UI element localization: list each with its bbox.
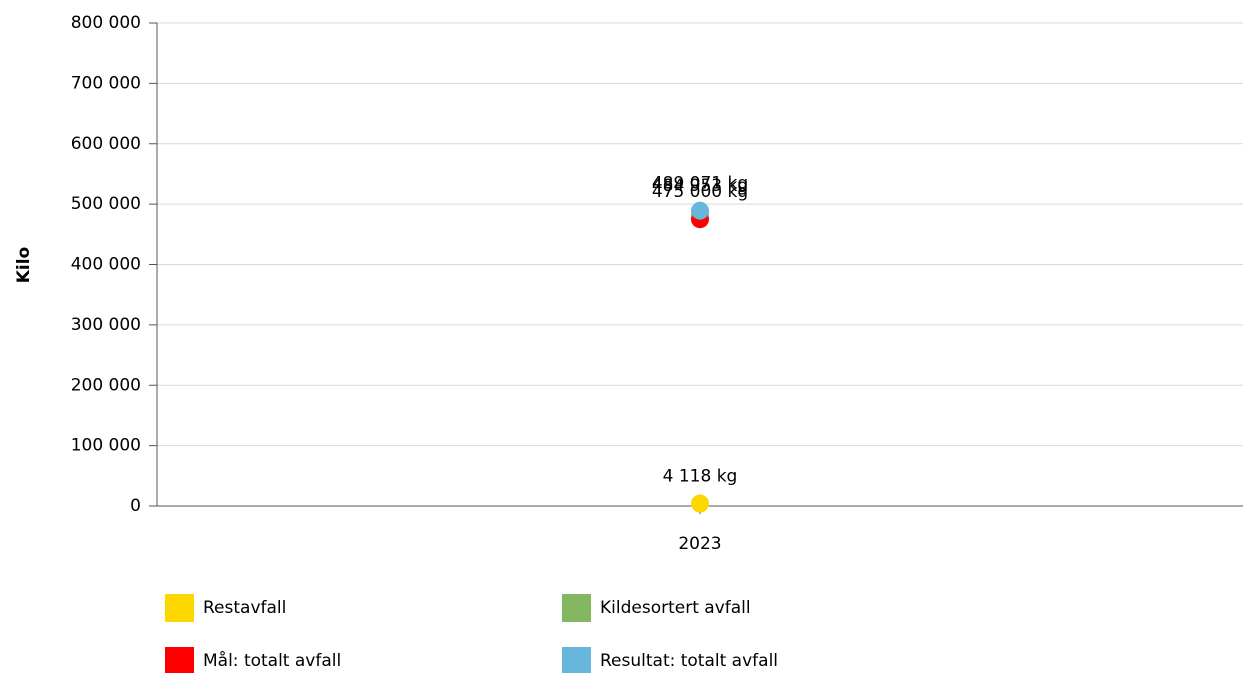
y-axis-label: Kilo (14, 247, 34, 284)
data-label: 489 071 kg (652, 174, 748, 194)
y-tick-label: 100 000 (71, 436, 141, 456)
y-tick-label: 600 000 (71, 134, 141, 154)
data-label: 4 118 kg (663, 467, 738, 487)
y-tick-label: 400 000 (71, 255, 141, 275)
y-tick-label: 300 000 (71, 315, 141, 335)
data-label: 475 000 kg (652, 182, 748, 202)
y-tick-label: 800 000 (71, 13, 141, 33)
data-label: 484 953 kg (652, 176, 748, 196)
data-point (691, 494, 709, 513)
legend-swatch (562, 594, 591, 622)
legend-label: Kildesortert avfall (600, 598, 751, 618)
legend-label: Resultat: totalt avfall (600, 651, 778, 671)
legend-swatch (165, 594, 194, 622)
x-tick-label: 2023 (678, 534, 721, 554)
data-point (691, 201, 709, 220)
y-tick-label: 500 000 (71, 194, 141, 214)
y-tick-label: 700 000 (71, 73, 141, 93)
legend-label: Restavfall (203, 598, 286, 618)
legend-swatch (165, 647, 194, 673)
legend-swatch (562, 647, 591, 673)
y-tick-label: 0 (130, 496, 141, 516)
legend-label: Mål: totalt avfall (203, 650, 341, 671)
y-tick-label: 200 000 (71, 375, 141, 395)
